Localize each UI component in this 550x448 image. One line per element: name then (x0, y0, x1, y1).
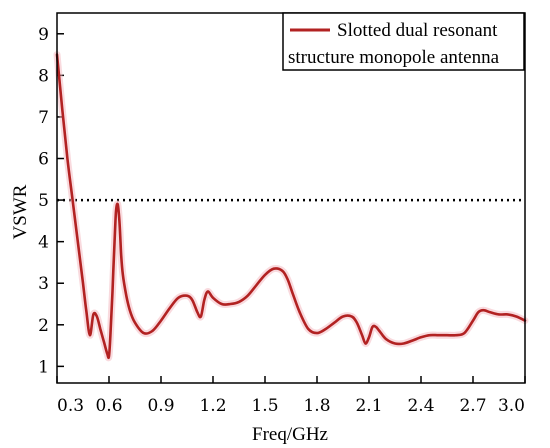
x-tick-label: 3.0 (498, 396, 525, 416)
x-tick-label: 1.2 (199, 396, 226, 416)
legend: Slotted dual resonant structure monopole… (282, 12, 525, 71)
x-tick-label: 0.9 (147, 396, 174, 416)
x-axis-ticks: 0.3 0.6 0.9 1.2 1.5 1.8 2.1 2.4 2.7 3.0 (56, 376, 526, 416)
x-tick-label: 0.3 (57, 396, 84, 416)
y-axis-title: VSWR (10, 184, 31, 239)
y-tick-label: 5 (38, 191, 49, 211)
y-tick-label: 9 (38, 25, 49, 45)
legend-label-line-2: structure monopole antenna (288, 47, 500, 68)
y-tick-label: 3 (38, 274, 49, 294)
x-tick-label: 2.4 (407, 396, 434, 416)
x-tick-label: 0.6 (95, 396, 122, 416)
x-tick-label: 1.5 (251, 396, 278, 416)
x-tick-label: 1.8 (303, 396, 330, 416)
series-layer (53, 51, 529, 362)
y-tick-label: 7 (38, 108, 49, 128)
x-axis-title: Freq/GHz (252, 424, 328, 445)
series-line-glow (53, 51, 529, 362)
y-tick-label: 4 (38, 233, 49, 253)
legend-box (282, 12, 525, 71)
y-tick-label: 6 (38, 150, 49, 170)
y-axis-ticks: 1 2 3 4 5 6 7 8 9 (38, 25, 64, 377)
y-tick-label: 8 (38, 66, 49, 86)
legend-label-line-1: Slotted dual resonant (337, 20, 498, 41)
y-tick-label: 1 (38, 357, 49, 377)
y-tick-label: 2 (38, 316, 49, 336)
series-line (55, 53, 527, 360)
x-tick-label: 2.7 (459, 396, 486, 416)
x-tick-label: 2.1 (355, 396, 382, 416)
